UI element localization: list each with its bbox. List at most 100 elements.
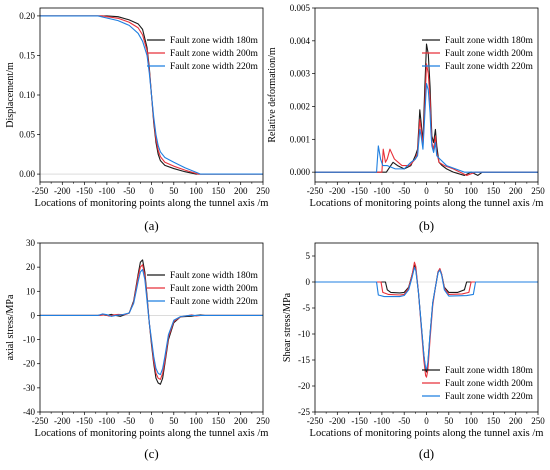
chart-panel-b: -250 -200 -150 -100 -50 0 50 100 150 200 250 0.000 0…	[267, 3, 545, 233]
x-tick-label: 250	[531, 416, 545, 426]
x-tick-label: -150	[76, 416, 93, 426]
series-line-2	[315, 82, 538, 173]
y-tick-label: 0.05	[19, 130, 35, 140]
x-tick-label: -50	[398, 416, 410, 426]
series-line-1	[315, 261, 538, 378]
plot-frame	[314, 7, 539, 183]
x-tick-label: 100	[464, 186, 478, 196]
x-tick-label: 0	[424, 416, 429, 426]
y-tick-label: -10	[23, 335, 35, 345]
x-tick-label: 200	[234, 186, 248, 196]
x-tick-label: 200	[509, 416, 523, 426]
y-tick-label: 0.00	[19, 169, 35, 179]
y-tick-label: -30	[23, 383, 35, 393]
legend-label: Fault zone width 200m	[445, 379, 533, 389]
x-tick-label: 50	[444, 186, 454, 196]
series-line-0	[315, 264, 538, 373]
panel-caption: (d)	[419, 446, 434, 461]
y-tick-label: 0.15	[19, 50, 35, 60]
x-tick-label: -200	[329, 416, 346, 426]
y-tick-label: 0.10	[19, 90, 35, 100]
y-tick-label: 0.005	[290, 3, 311, 13]
x-tick-label: -100	[374, 186, 391, 196]
panel-caption: (b)	[419, 218, 434, 233]
x-tick-label: 50	[169, 416, 179, 426]
y-axis-label: Shear stress/MPa	[282, 292, 293, 362]
x-tick-label: 150	[487, 186, 501, 196]
y-tick-label: -25	[298, 407, 310, 417]
x-tick-label: -100	[374, 416, 391, 426]
y-tick-label: -10	[298, 329, 310, 339]
legend-label: Fault zone width 180m	[445, 36, 533, 46]
x-tick-label: -150	[351, 416, 368, 426]
legend-label: Fault zone width 200m	[170, 284, 258, 294]
y-tick-label: 20	[26, 262, 36, 272]
y-tick-label: 10	[26, 286, 36, 296]
y-tick-label: 0.003	[290, 69, 311, 79]
x-tick-label: -250	[32, 416, 49, 426]
series-line-1	[40, 264, 263, 380]
y-tick-label: 0.20	[19, 11, 35, 21]
x-tick-label: -50	[123, 186, 135, 196]
chart-panel-c: -250 -200 -150 -100 -50 0 50 100 150 200 250-40-30…	[5, 238, 270, 461]
x-tick-label: -200	[54, 416, 71, 426]
x-axis-label: Locations of monitoring points along the…	[310, 198, 544, 209]
x-tick-label: 150	[212, 416, 226, 426]
x-tick-label: -250	[307, 416, 324, 426]
x-tick-label: 250	[531, 186, 545, 196]
x-axis-label: Locations of monitoring points along the…	[35, 428, 269, 439]
y-tick-label: 0.002	[290, 101, 310, 111]
y-tick-label: 0.001	[290, 134, 310, 144]
y-axis-label: Displacement/m	[5, 62, 16, 128]
legend-label: Fault zone width 200m	[445, 49, 533, 59]
legend-label: Fault zone width 220m	[445, 392, 533, 402]
x-tick-label: 150	[487, 416, 501, 426]
chart-panel-a: -250 -200 -150 -100 -50 0 50 100 150 200 250 0.00 0.…	[5, 7, 270, 233]
x-axis-label: Locations of monitoring points along the…	[310, 428, 544, 439]
y-tick-label: -20	[23, 359, 35, 369]
y-tick-label: 5	[306, 251, 311, 261]
y-tick-label: -5	[303, 303, 311, 313]
plot-frame	[39, 242, 264, 413]
x-tick-label: 0	[149, 416, 154, 426]
y-axis-label: Relative deformation/m	[267, 47, 278, 142]
y-tick-label: -20	[298, 381, 310, 391]
y-tick-label: 0	[306, 277, 311, 287]
series-line-2	[315, 266, 538, 370]
x-tick-label: 150	[212, 186, 226, 196]
legend-label: Fault zone width 180m	[170, 271, 258, 281]
x-tick-label: 250	[256, 186, 270, 196]
y-tick-label: 0.000	[290, 167, 311, 177]
chart-panel-d: -250 -200 -150 -100 -50 0 50 100 150 200 250-25-20…	[282, 242, 545, 461]
y-tick-label: 30	[26, 238, 36, 248]
legend-label: Fault zone width 180m	[445, 366, 533, 376]
x-tick-label: -200	[54, 186, 71, 196]
x-tick-label: 50	[169, 186, 179, 196]
x-tick-label: -250	[32, 186, 49, 196]
legend-label: Fault zone width 200m	[170, 49, 258, 59]
x-axis-label: Locations of monitoring points along the…	[35, 198, 269, 209]
y-axis-label: axial stress/MPa	[5, 294, 16, 360]
x-tick-label: 0	[149, 186, 154, 196]
x-tick-label: -200	[329, 186, 346, 196]
panel-caption: (a)	[144, 218, 158, 233]
x-tick-label: -100	[99, 186, 116, 196]
x-tick-label: 100	[464, 416, 478, 426]
x-tick-label: 250	[256, 416, 270, 426]
series-line-1	[315, 63, 538, 176]
legend-label: Fault zone width 180m	[170, 36, 258, 46]
x-tick-label: 200	[509, 186, 523, 196]
y-tick-label: -15	[298, 355, 310, 365]
x-tick-label: 100	[189, 186, 203, 196]
x-tick-label: -50	[398, 186, 410, 196]
legend-label: Fault zone width 220m	[445, 62, 533, 72]
legend-label: Fault zone width 220m	[170, 62, 258, 72]
y-tick-label: 0.004	[290, 36, 311, 46]
x-tick-label: -50	[123, 416, 135, 426]
x-tick-label: -150	[351, 186, 368, 196]
y-tick-label: -40	[23, 407, 35, 417]
x-tick-label: -150	[76, 186, 93, 196]
x-tick-label: -100	[99, 416, 116, 426]
y-tick-label: 0	[31, 310, 36, 320]
